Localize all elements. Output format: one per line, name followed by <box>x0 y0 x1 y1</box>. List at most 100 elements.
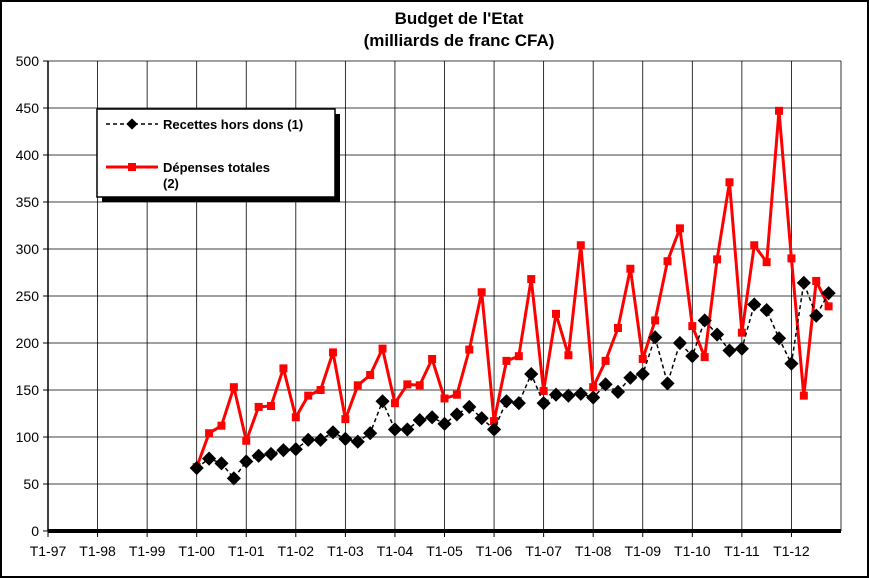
legend: Recettes hors dons (1) Dépenses totales(… <box>96 108 340 202</box>
data-point <box>415 381 424 390</box>
data-point <box>440 394 449 403</box>
x-tick-label: T1-02 <box>278 543 315 559</box>
data-point <box>291 413 300 422</box>
data-point <box>366 370 375 379</box>
legend-marker-depenses <box>128 163 136 171</box>
x-tick-label: T1-97 <box>30 543 67 559</box>
data-point <box>688 322 697 331</box>
data-point <box>301 432 316 447</box>
data-point <box>363 426 378 441</box>
legend-entry-depenses: Dépenses totales (2) <box>106 160 270 191</box>
data-point <box>725 178 734 187</box>
data-point <box>710 327 725 342</box>
y-tick-label: 0 <box>31 523 39 539</box>
data-point <box>288 442 303 457</box>
data-point <box>350 434 365 449</box>
data-point <box>552 309 561 318</box>
data-point <box>486 422 502 437</box>
data-point <box>660 376 675 391</box>
y-tick-label: 450 <box>16 100 40 116</box>
data-point <box>263 446 279 461</box>
data-point <box>713 255 722 264</box>
data-point <box>353 381 362 390</box>
data-point <box>205 429 214 438</box>
data-point <box>771 331 787 346</box>
data-point <box>573 386 588 401</box>
data-point <box>338 431 353 446</box>
data-point <box>214 456 229 471</box>
data-point <box>638 354 647 363</box>
data-point <box>226 471 241 486</box>
x-tick-label: T1-01 <box>228 543 265 559</box>
data-point <box>799 391 808 400</box>
y-tick-label: 400 <box>16 147 40 163</box>
data-point <box>378 344 387 353</box>
x-tick-label: T1-05 <box>426 543 463 559</box>
data-point <box>663 257 672 266</box>
data-point <box>796 275 811 290</box>
data-point <box>254 402 263 411</box>
data-point <box>626 264 635 273</box>
y-tick-label: 200 <box>16 335 40 351</box>
data-point <box>514 352 523 361</box>
data-point <box>400 422 415 437</box>
data-point <box>452 390 461 399</box>
data-point <box>524 366 539 382</box>
data-point <box>189 460 204 476</box>
data-point <box>341 415 350 424</box>
data-point <box>276 443 291 458</box>
data-point <box>539 386 548 395</box>
x-tick-label: T1-09 <box>624 543 661 559</box>
data-point <box>601 356 610 365</box>
data-point <box>561 388 576 403</box>
series-depenses <box>192 106 833 472</box>
data-point <box>759 303 774 318</box>
y-axis-ticks: 0 50 100 150 200 250 300 350 400 450 500 <box>16 53 48 539</box>
data-point <box>267 401 276 410</box>
data-point <box>824 302 833 311</box>
x-tick-label: T1-00 <box>178 543 215 559</box>
series-line <box>196 282 830 480</box>
data-point <box>511 396 526 411</box>
x-tick-label: T1-99 <box>129 543 166 559</box>
data-point <box>474 411 489 426</box>
data-point <box>610 384 626 399</box>
data-point <box>750 241 759 250</box>
data-point <box>536 396 551 411</box>
data-point <box>387 422 403 437</box>
data-point <box>325 425 341 440</box>
data-point <box>564 351 573 360</box>
data-point <box>784 356 799 371</box>
data-point <box>449 407 464 422</box>
data-point <box>635 366 650 382</box>
y-tick-label: 50 <box>23 476 39 492</box>
y-tick-label: 250 <box>16 288 40 304</box>
data-point <box>675 224 684 233</box>
y-tick-label: 300 <box>16 241 40 257</box>
series-layer <box>189 106 836 486</box>
legend-label-depenses: Dépenses totales (2) <box>163 160 270 191</box>
x-tick-label: T1-12 <box>773 543 810 559</box>
data-point <box>425 410 440 425</box>
data-point <box>279 364 288 373</box>
data-point <box>697 313 712 328</box>
data-point <box>499 394 514 409</box>
x-tick-label: T1-03 <box>327 543 364 559</box>
data-point <box>651 316 660 325</box>
data-point <box>217 421 226 430</box>
data-point <box>390 399 399 408</box>
data-point <box>437 416 452 431</box>
chart-title: Budget de l'Etat <box>395 9 524 28</box>
data-point <box>576 241 585 250</box>
data-point <box>403 380 412 389</box>
data-point <box>734 341 749 356</box>
data-point <box>722 343 737 358</box>
chart-subtitle: (milliards de franc CFA) <box>364 31 555 50</box>
data-point <box>623 370 638 385</box>
x-tick-label: T1-08 <box>575 543 612 559</box>
data-point <box>586 390 601 405</box>
data-point <box>527 275 536 284</box>
y-tick-label: 100 <box>16 429 40 445</box>
data-point <box>202 451 217 466</box>
